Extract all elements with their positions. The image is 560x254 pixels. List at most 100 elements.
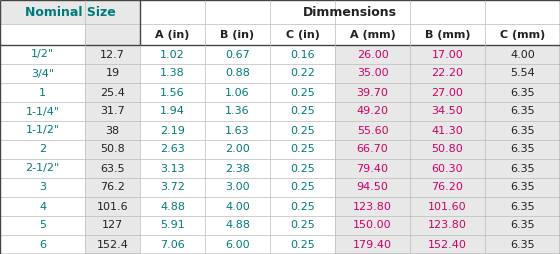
Bar	[335, 45, 560, 64]
Text: 17.00: 17.00	[432, 50, 463, 59]
Bar	[335, 235, 560, 254]
Text: 1.94: 1.94	[160, 106, 185, 117]
Bar	[0, 197, 85, 216]
Bar	[85, 64, 140, 83]
Text: 22.20: 22.20	[432, 69, 464, 78]
Text: 5.54: 5.54	[510, 69, 535, 78]
Text: 0.25: 0.25	[290, 164, 315, 173]
Bar	[140, 216, 335, 235]
Text: 0.25: 0.25	[290, 240, 315, 249]
Bar	[335, 197, 560, 216]
Text: 66.70: 66.70	[357, 145, 389, 154]
Text: 6.35: 6.35	[510, 164, 535, 173]
Text: 0.25: 0.25	[290, 145, 315, 154]
Bar	[85, 235, 140, 254]
Text: 3/4": 3/4"	[31, 69, 54, 78]
Text: 2.00: 2.00	[225, 145, 250, 154]
Text: 123.80: 123.80	[353, 201, 392, 212]
Text: 3.13: 3.13	[160, 164, 185, 173]
Text: 55.60: 55.60	[357, 125, 388, 135]
Text: 179.40: 179.40	[353, 240, 392, 249]
Bar	[0, 178, 85, 197]
Bar	[140, 235, 335, 254]
Bar	[335, 64, 560, 83]
Bar	[335, 178, 560, 197]
Text: 49.20: 49.20	[357, 106, 389, 117]
Text: 0.25: 0.25	[290, 183, 315, 193]
Text: 1.06: 1.06	[225, 87, 250, 98]
Text: 2: 2	[39, 145, 46, 154]
Text: 5.91: 5.91	[160, 220, 185, 230]
Text: 0.25: 0.25	[290, 125, 315, 135]
Text: 2.19: 2.19	[160, 125, 185, 135]
Bar	[85, 45, 140, 64]
Text: 3.00: 3.00	[225, 183, 250, 193]
Text: 50.80: 50.80	[432, 145, 463, 154]
Text: 1.36: 1.36	[225, 106, 250, 117]
Text: 101.60: 101.60	[428, 201, 467, 212]
Bar	[0, 83, 85, 102]
Text: 150.00: 150.00	[353, 220, 392, 230]
Text: 4: 4	[39, 201, 46, 212]
Bar	[0, 121, 85, 140]
Text: 6.35: 6.35	[510, 125, 535, 135]
Text: 6.35: 6.35	[510, 87, 535, 98]
Bar	[140, 178, 335, 197]
Bar	[85, 24, 140, 45]
Bar	[335, 102, 560, 121]
Bar	[335, 140, 560, 159]
Text: 76.2: 76.2	[100, 183, 125, 193]
Text: 0.16: 0.16	[290, 50, 315, 59]
Text: 4.00: 4.00	[225, 201, 250, 212]
Text: 0.67: 0.67	[225, 50, 250, 59]
Text: 1: 1	[39, 87, 46, 98]
Bar	[85, 102, 140, 121]
Text: 6.35: 6.35	[510, 240, 535, 249]
Text: 0.88: 0.88	[225, 69, 250, 78]
Text: 6.00: 6.00	[225, 240, 250, 249]
Text: C (in): C (in)	[286, 29, 319, 40]
Text: 6.35: 6.35	[510, 106, 535, 117]
Bar	[0, 0, 140, 24]
Bar	[140, 197, 335, 216]
Bar	[140, 102, 335, 121]
Text: C (mm): C (mm)	[500, 29, 545, 40]
Text: 1-1/2": 1-1/2"	[25, 125, 59, 135]
Text: 12.7: 12.7	[100, 50, 125, 59]
Text: 6.35: 6.35	[510, 201, 535, 212]
Text: 19: 19	[105, 69, 120, 78]
Text: 127: 127	[102, 220, 123, 230]
Text: 94.50: 94.50	[357, 183, 389, 193]
Text: 35.00: 35.00	[357, 69, 388, 78]
Bar	[85, 121, 140, 140]
Text: 79.40: 79.40	[357, 164, 389, 173]
Text: 152.4: 152.4	[96, 240, 128, 249]
Text: 2.38: 2.38	[225, 164, 250, 173]
Text: 4.88: 4.88	[160, 201, 185, 212]
Text: 41.30: 41.30	[432, 125, 463, 135]
Text: 50.8: 50.8	[100, 145, 125, 154]
Text: 152.40: 152.40	[428, 240, 467, 249]
Text: 31.7: 31.7	[100, 106, 125, 117]
Text: 3: 3	[39, 183, 46, 193]
Text: 2.63: 2.63	[160, 145, 185, 154]
Bar	[0, 235, 85, 254]
Text: 0.22: 0.22	[290, 69, 315, 78]
Text: 1.02: 1.02	[160, 50, 185, 59]
Bar	[0, 24, 85, 45]
Bar	[140, 159, 335, 178]
Text: 60.30: 60.30	[432, 164, 463, 173]
Text: 3.72: 3.72	[160, 183, 185, 193]
Text: 6.35: 6.35	[510, 220, 535, 230]
Text: 6.35: 6.35	[510, 183, 535, 193]
Bar	[85, 216, 140, 235]
Text: 0.25: 0.25	[290, 201, 315, 212]
Bar	[0, 216, 85, 235]
Bar	[0, 102, 85, 121]
Bar	[85, 140, 140, 159]
Bar	[0, 45, 85, 64]
Bar	[335, 159, 560, 178]
Text: 25.4: 25.4	[100, 87, 125, 98]
Text: 0.25: 0.25	[290, 87, 315, 98]
Text: Dimmensions: Dimmensions	[303, 6, 397, 19]
